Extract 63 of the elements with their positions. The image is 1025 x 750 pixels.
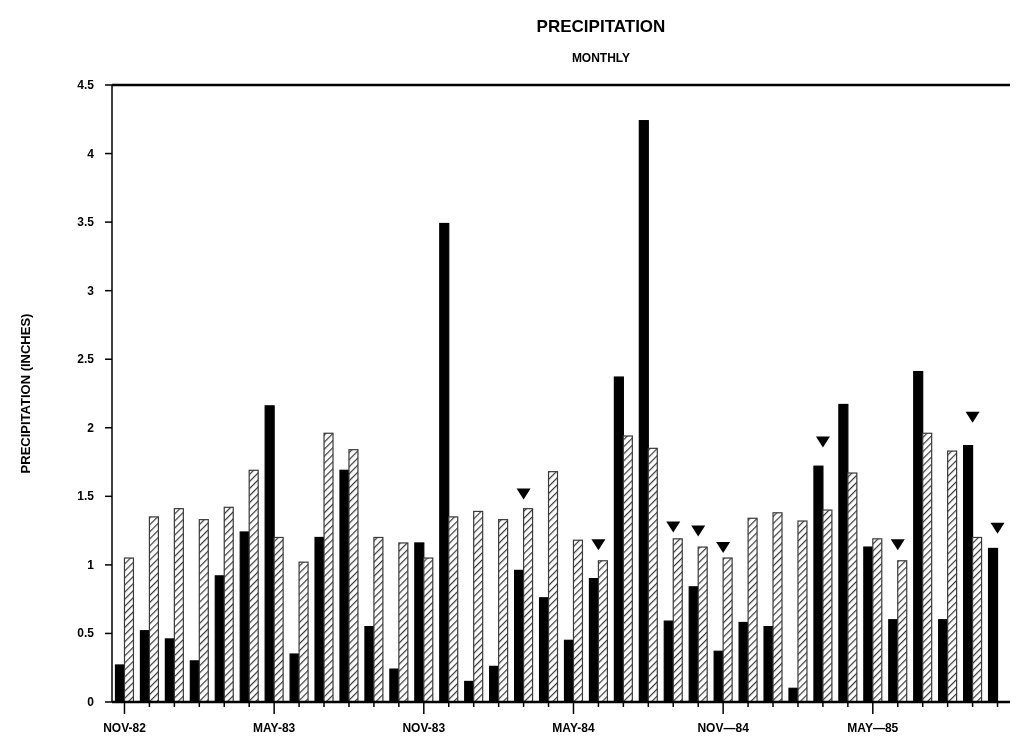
chart-subtitle: MONTHLY: [571, 51, 631, 65]
y-tick-label: 2: [87, 420, 95, 435]
bar: [847, 472, 858, 703]
bar: [373, 536, 384, 703]
bar: [597, 560, 608, 703]
bar: [248, 469, 259, 703]
point: [716, 542, 731, 554]
y-tick-label: 2.5: [77, 352, 95, 367]
bar: [298, 561, 309, 703]
point: [691, 525, 706, 537]
y-axis-title: PRECIPITATION (INCHES): [18, 313, 33, 474]
bar: [498, 519, 509, 703]
chart-title: PRECIPITATION: [536, 17, 666, 36]
bar: [971, 536, 983, 703]
y-tick-label: 0: [87, 695, 95, 709]
bar: [198, 519, 209, 703]
bar: [323, 432, 334, 703]
bar: [273, 536, 284, 703]
bar: [223, 506, 234, 703]
bar: [872, 538, 883, 703]
bar: [772, 512, 783, 703]
y-tick-label: 0.5: [77, 626, 95, 641]
bar: [547, 471, 559, 703]
bar: [647, 447, 658, 703]
bar: [448, 516, 459, 703]
x-tick-label: NOV-82: [103, 721, 147, 735]
bar: [522, 508, 534, 703]
y-tick-label: 3.5: [77, 215, 95, 230]
point: [990, 522, 1005, 534]
x-tick-label: NOV—84: [697, 721, 750, 735]
bar: [123, 557, 135, 703]
bar: [722, 557, 733, 703]
y-tick-label: 4.5: [77, 78, 95, 92]
bar: [822, 509, 833, 703]
y-tick-label: 1.5: [77, 489, 95, 504]
point: [965, 411, 980, 423]
point: [516, 488, 531, 500]
point: [591, 539, 606, 551]
bar: [797, 520, 808, 703]
y-tick-label: 1: [87, 557, 95, 572]
bar: [922, 432, 933, 703]
x-tick-label: MAY—85: [847, 721, 899, 735]
bar: [697, 546, 708, 703]
bar: [622, 435, 633, 703]
bar: [572, 539, 584, 703]
point: [666, 521, 681, 533]
bar: [173, 508, 184, 703]
point: [815, 436, 830, 448]
bar: [897, 560, 908, 703]
bar: [148, 516, 159, 703]
bar: [423, 557, 434, 703]
bar: [398, 542, 409, 703]
y-tick-label: 3: [87, 283, 95, 298]
bar: [947, 450, 958, 703]
point: [890, 539, 905, 551]
bar: [348, 449, 359, 703]
x-tick-label: MAY-83: [253, 721, 296, 735]
x-tick-label: MAY-84: [552, 721, 595, 735]
x-tick-label: NOV-83: [402, 721, 446, 735]
bar: [747, 517, 758, 703]
bar: [672, 538, 683, 703]
bar: [473, 510, 484, 703]
y-tick-label: 4: [87, 146, 95, 161]
